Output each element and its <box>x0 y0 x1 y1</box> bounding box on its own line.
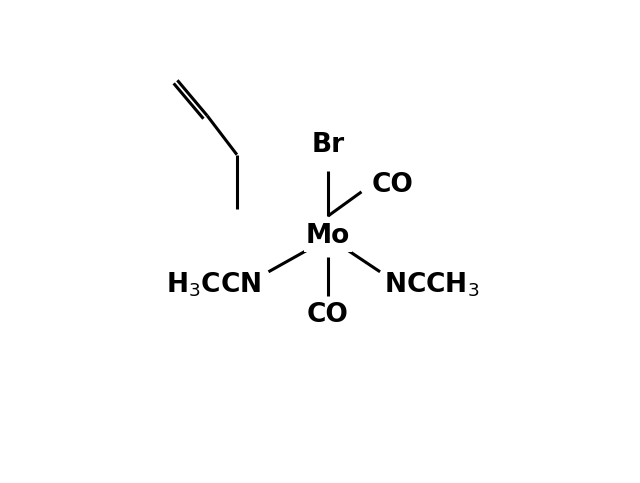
Text: CO: CO <box>372 172 414 198</box>
Text: NCCH$_3$: NCCH$_3$ <box>384 270 479 299</box>
Text: Mo: Mo <box>306 224 350 250</box>
Text: H$_3$CCN: H$_3$CCN <box>166 270 261 299</box>
Text: CO: CO <box>307 301 349 327</box>
Text: Br: Br <box>312 132 344 158</box>
